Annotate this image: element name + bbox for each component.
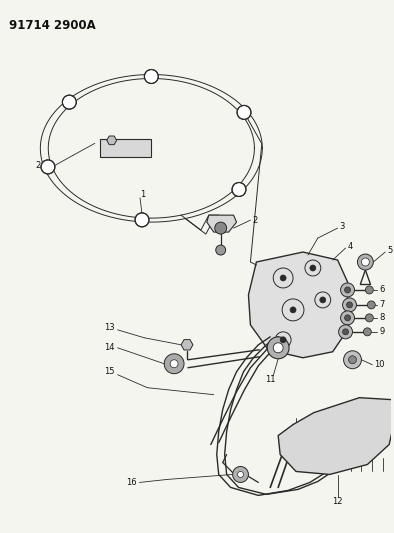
Text: 13: 13: [104, 324, 115, 333]
Circle shape: [338, 325, 353, 339]
Text: 4: 4: [348, 241, 353, 251]
Circle shape: [310, 265, 316, 271]
Circle shape: [232, 466, 249, 482]
Circle shape: [164, 354, 184, 374]
Text: 10: 10: [374, 360, 385, 369]
Circle shape: [135, 213, 149, 227]
FancyBboxPatch shape: [100, 139, 151, 157]
Circle shape: [343, 298, 357, 312]
Circle shape: [62, 95, 76, 109]
Text: 16: 16: [126, 478, 136, 487]
Text: 2: 2: [253, 216, 258, 224]
Text: 5: 5: [387, 246, 392, 255]
Circle shape: [267, 337, 289, 359]
Circle shape: [215, 222, 227, 234]
Circle shape: [341, 311, 355, 325]
Polygon shape: [278, 398, 394, 474]
Circle shape: [280, 275, 286, 281]
Circle shape: [144, 69, 158, 84]
Circle shape: [273, 343, 283, 353]
Circle shape: [290, 307, 296, 313]
Polygon shape: [207, 215, 236, 232]
Polygon shape: [181, 340, 193, 350]
Circle shape: [280, 337, 286, 343]
Text: 14: 14: [104, 343, 115, 352]
Circle shape: [345, 287, 351, 293]
Circle shape: [367, 301, 375, 309]
Circle shape: [365, 286, 374, 294]
Text: 11: 11: [265, 375, 275, 384]
Circle shape: [349, 356, 357, 364]
Text: 1: 1: [140, 190, 146, 199]
Circle shape: [361, 258, 369, 266]
Text: 15: 15: [104, 367, 115, 376]
Polygon shape: [249, 252, 348, 358]
Text: 3: 3: [340, 222, 345, 231]
Circle shape: [357, 254, 374, 270]
Polygon shape: [107, 136, 117, 144]
Circle shape: [238, 472, 243, 478]
Text: 2: 2: [36, 161, 41, 170]
Circle shape: [345, 315, 351, 321]
Text: 9: 9: [379, 327, 385, 336]
Circle shape: [170, 360, 178, 368]
Circle shape: [363, 328, 371, 336]
Circle shape: [341, 283, 355, 297]
Text: 6: 6: [379, 286, 385, 294]
Text: 8: 8: [379, 313, 385, 322]
Circle shape: [232, 182, 246, 197]
Circle shape: [344, 351, 361, 369]
Text: 12: 12: [333, 497, 343, 506]
Circle shape: [237, 106, 251, 119]
Circle shape: [216, 245, 226, 255]
Circle shape: [365, 314, 374, 322]
Text: 7: 7: [379, 301, 385, 309]
Text: 91714 2900A: 91714 2900A: [9, 19, 95, 31]
Circle shape: [41, 160, 55, 174]
Circle shape: [343, 329, 349, 335]
Circle shape: [347, 302, 353, 308]
Circle shape: [320, 297, 326, 303]
